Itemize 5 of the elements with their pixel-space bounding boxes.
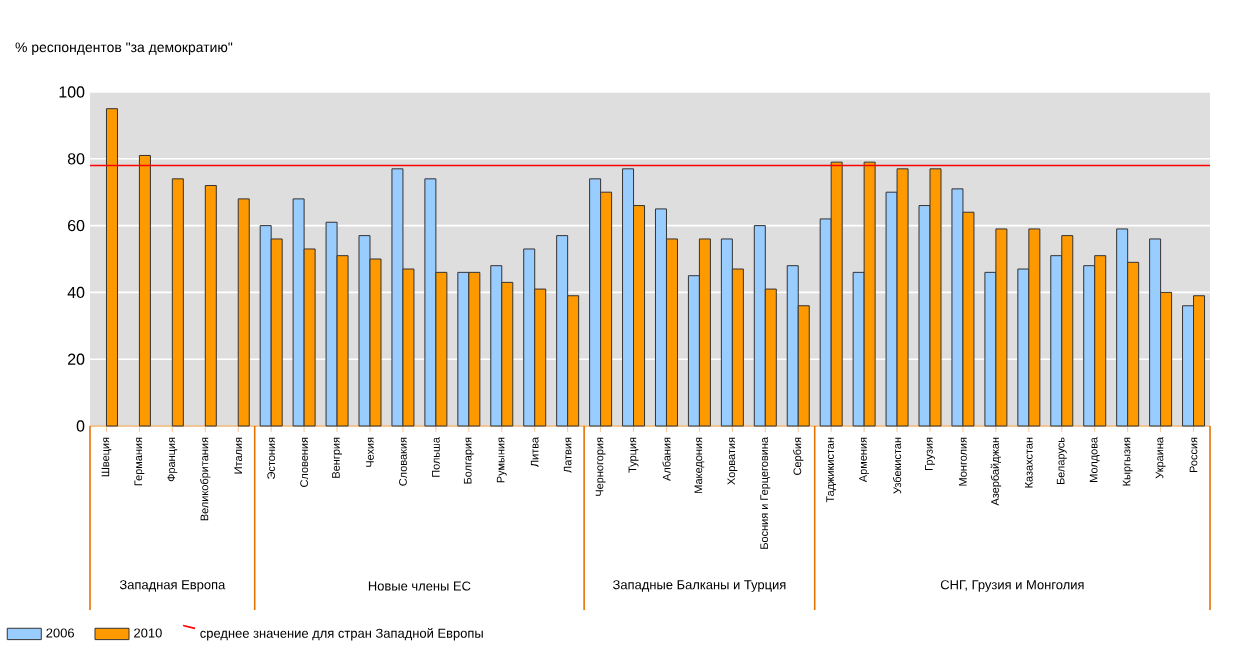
bar — [237, 198, 250, 427]
bar — [171, 178, 184, 427]
bar — [204, 185, 217, 427]
bar — [138, 154, 151, 427]
bar — [105, 108, 118, 427]
